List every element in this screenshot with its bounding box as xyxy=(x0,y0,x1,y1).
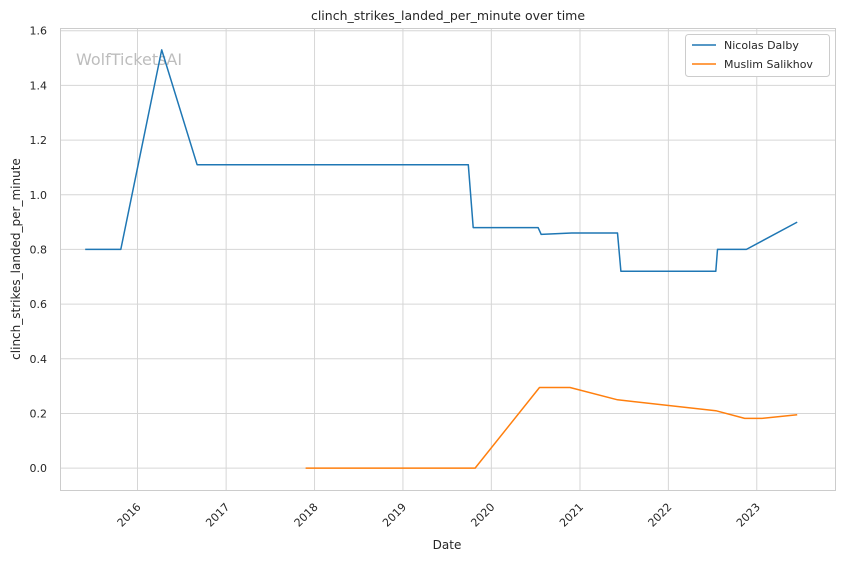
legend-label-nicolas-dalby: Nicolas Dalby xyxy=(724,39,799,52)
y-tick-label: 0.8 xyxy=(30,243,48,256)
y-tick-label: 0.2 xyxy=(30,407,48,420)
plot-frame xyxy=(60,28,836,491)
series-line-muslim-salikhov xyxy=(305,386,798,469)
legend-box xyxy=(685,34,830,77)
series-lines xyxy=(85,49,798,469)
x-axis-title: Date xyxy=(433,538,462,552)
legend-label-muslim-salikhov: Muslim Salikhov xyxy=(724,58,813,71)
chart-title: clinch_strikes_landed_per_minute over ti… xyxy=(311,8,585,23)
y-tick-labels: 0.0 0.2 0.4 0.6 0.8 1.0 1.2 1.4 1.6 xyxy=(30,25,48,475)
y-tick-label: 1.4 xyxy=(30,79,48,92)
watermark: WolfTicketsAI xyxy=(76,50,182,69)
y-tick-label: 0.0 xyxy=(30,462,48,475)
y-tick-label: 1.0 xyxy=(30,189,48,202)
grid-lines xyxy=(60,28,835,490)
y-tick-label: 1.6 xyxy=(30,25,48,38)
y-axis-title: clinch_strikes_landed_per_minute xyxy=(9,158,23,360)
y-tick-label: 1.2 xyxy=(30,134,48,147)
y-tick-label: 0.4 xyxy=(30,353,48,366)
y-tick-label: 0.6 xyxy=(30,298,48,311)
series-line-nicolas-dalby xyxy=(85,49,798,273)
legend: Nicolas Dalby Muslim Salikhov xyxy=(685,34,830,77)
